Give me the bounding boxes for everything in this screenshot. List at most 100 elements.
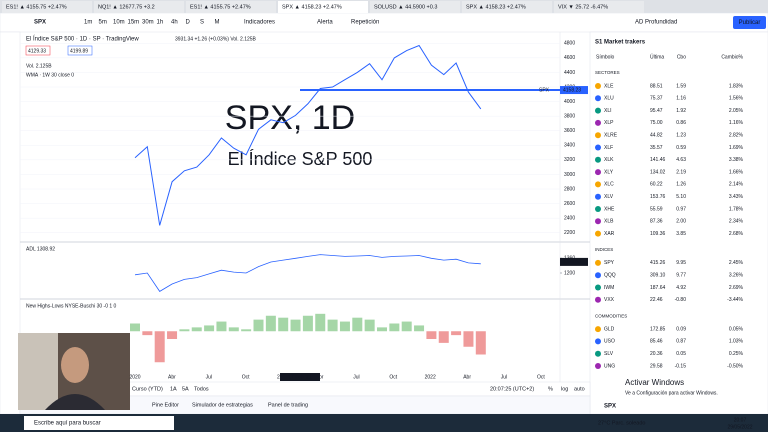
interval[interactable]: S	[200, 20, 204, 26]
chart-title: El Índice S&P 500 · 1D · SP · TradingVie…	[26, 36, 139, 43]
range-button[interactable]: 1A	[170, 386, 177, 392]
range-button[interactable]: Todos	[194, 386, 209, 392]
interval[interactable]: M	[215, 20, 220, 26]
buy-price: 4199.89	[70, 48, 88, 54]
browser-tab[interactable]	[554, 1, 644, 13]
watchlist-cell[interactable]: XLB	[604, 219, 614, 225]
watchlist-cell[interactable]: QQQ	[604, 273, 616, 279]
watchlist-cell: 1.23	[676, 133, 686, 139]
watchlist-cell[interactable]: XLP	[604, 120, 614, 126]
buy-box[interactable]	[67, 45, 93, 56]
browser-tab[interactable]	[2, 1, 92, 13]
browser-tab[interactable]	[462, 1, 552, 13]
watchlist-cell[interactable]: XLI	[604, 108, 612, 114]
watchlist-cell: 29.58	[650, 363, 663, 369]
nhnl-bar	[130, 323, 140, 332]
nhnl-bar	[253, 319, 264, 332]
activation-title: Activar Windows	[625, 378, 684, 387]
interval[interactable]: 15m	[128, 20, 140, 26]
panel-tab[interactable]: Pine Editor	[152, 402, 179, 408]
x-tick-label: 2020	[129, 374, 140, 380]
watchlist-cell[interactable]: XLU	[604, 96, 614, 102]
watchlist-cell[interactable]: USO	[604, 339, 615, 345]
watchlist-cell[interactable]: SPY	[604, 260, 615, 266]
last-price: 4158.23	[563, 87, 581, 93]
watchlist-cell: -0.15	[675, 363, 687, 369]
watchlist-cell[interactable]: XLE	[604, 83, 614, 89]
adl-last-tag	[560, 257, 588, 266]
symbol-icon	[595, 338, 601, 345]
watchlist-cell: 75.37	[650, 96, 663, 102]
indicators-button[interactable]: Indicadores	[244, 20, 275, 26]
y-tick-label: 2800	[564, 186, 575, 192]
watchlist-cell: 1.78%	[729, 206, 744, 212]
watchlist-cell[interactable]: XLF	[604, 145, 613, 151]
watchlist-cell[interactable]: XLRE	[604, 133, 618, 139]
watchlist-cell: 172.85	[650, 326, 666, 332]
interval[interactable]: 10m	[113, 20, 125, 26]
wma: WMA · 1W 30 close 0	[26, 72, 74, 78]
browser-tab[interactable]	[370, 1, 460, 13]
webcam-wall	[18, 333, 58, 410]
interval[interactable]: 30m	[142, 20, 154, 26]
watermark: SPX, 1D	[225, 99, 355, 137]
watchlist-cell: 35.57	[650, 145, 663, 151]
watchlist-cell[interactable]: XHE	[604, 206, 615, 212]
x-tick-label: Abr	[463, 374, 471, 380]
watchlist-cell[interactable]: XLY	[604, 169, 614, 175]
column-header: Cbo	[677, 54, 686, 60]
watchlist-cell[interactable]: GLD	[604, 326, 615, 332]
interval[interactable]: 5m	[99, 20, 107, 26]
interval[interactable]: D	[186, 20, 191, 26]
watchlist-cell: 2.45%	[729, 260, 744, 266]
section-header: COMMODITIES	[595, 313, 627, 318]
interval[interactable]: 1h	[157, 20, 164, 26]
watchlist-cell: 134.02	[650, 169, 666, 175]
panel-tab[interactable]: Panel de trading	[268, 402, 308, 408]
watchlist-cell[interactable]: XLV	[604, 194, 614, 200]
watchlist-cell: 60.22	[650, 182, 663, 188]
watchlist-cell[interactable]: XAR	[604, 231, 615, 237]
browser-tab[interactable]	[186, 1, 276, 13]
y-tick-label: 4400	[564, 70, 575, 76]
watchlist-cell[interactable]: UNG	[604, 363, 615, 369]
search-box[interactable]	[24, 416, 174, 430]
layout-name[interactable]: AD Profundidad	[635, 20, 677, 26]
watchlist-cell: 0.87	[676, 339, 686, 345]
watchlist-cell[interactable]: VXX	[604, 297, 615, 303]
interval[interactable]: 4h	[171, 20, 178, 26]
scale-button[interactable]: log	[561, 386, 568, 392]
symbol-icon	[595, 206, 601, 212]
scale-button[interactable]: auto	[574, 386, 585, 392]
browser-tab[interactable]	[278, 1, 368, 13]
watchlist-cell[interactable]: XLK	[604, 157, 614, 163]
watchlist-cell: 0.09	[676, 326, 686, 332]
webcam-body	[45, 394, 105, 410]
watchlist-cell: 4.63	[676, 157, 686, 163]
y-tick-label: 3800	[564, 113, 575, 119]
alert-button[interactable]: Alerta	[317, 20, 333, 26]
replay-button[interactable]: Repetición	[351, 20, 379, 26]
watchlist-cell: 1.59	[676, 83, 686, 89]
watchlist-cell[interactable]: SLV	[604, 351, 614, 357]
taskbar	[0, 414, 768, 432]
publish-button[interactable]	[733, 16, 766, 29]
nhnl-bar	[191, 327, 202, 332]
interval[interactable]: 1m	[84, 20, 92, 26]
browser-tab[interactable]	[94, 1, 184, 13]
watchlist-cell: -0.80	[675, 297, 687, 303]
watchlist-cell: 9.77	[676, 273, 686, 279]
y-tick-label: 3400	[564, 143, 575, 149]
nhnl-bar	[451, 331, 462, 336]
panel-tab[interactable]: Simulador de estrategias	[192, 402, 253, 408]
range-button[interactable]: Curso (YTD)	[132, 386, 163, 392]
taskbar-date: 29/05/2022	[727, 424, 752, 430]
watchlist-cell[interactable]: XLC	[604, 182, 614, 188]
symbol-icon	[595, 272, 601, 279]
scale-button[interactable]: %	[548, 386, 553, 392]
x-tick-label: Oct	[537, 374, 545, 380]
range-button[interactable]: 5A	[182, 386, 189, 392]
sell-box[interactable]	[25, 45, 51, 56]
watchlist-cell[interactable]: IWM	[604, 285, 614, 291]
